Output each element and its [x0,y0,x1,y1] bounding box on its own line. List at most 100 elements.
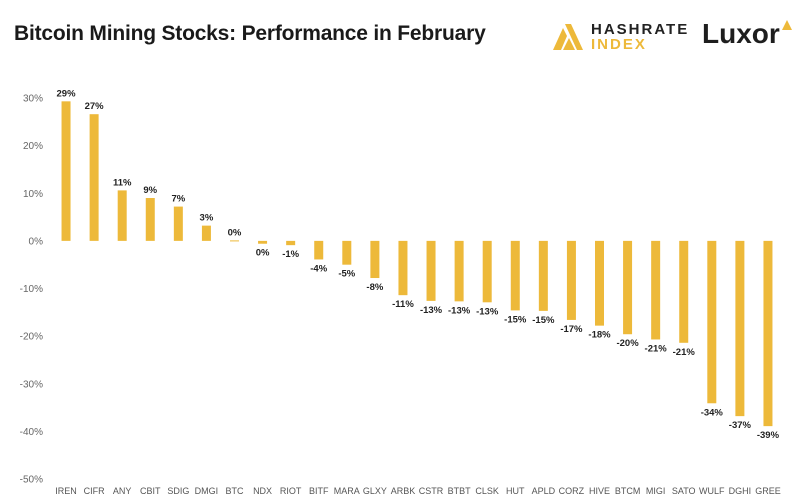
x-axis-categories: IREN CIFR ANY CBIT SDIG DMGI BTC NDX RIOT BITF MAR… [55,486,780,496]
data-label-iren: 29% [57,88,77,99]
bar-btbt [454,240,464,302]
x-tick-label-cbit: CBIT [140,486,161,496]
data-label-dmgi: 3% [200,213,214,224]
y-tick-label: -40% [20,427,43,438]
x-tick-label-hive: HIVE [589,486,610,496]
data-label-corz: -17% [560,324,583,335]
data-label-hive: -18% [588,330,611,341]
x-tick-label-sdig: SDIG [167,486,189,496]
y-tick-label: -10% [20,284,43,295]
x-tick-label-arbk: ARBK [391,486,416,496]
x-tick-label-hut: HUT [506,486,525,496]
bar-cstr [426,240,436,301]
x-tick-label-dmgi: DMGI [195,486,219,496]
x-tick-label-gree: GREE [755,486,781,496]
x-tick-label-dghi: DGHI [729,486,752,496]
data-label-gree: -39% [757,430,780,441]
x-tick-label-cifr: CIFR [84,486,105,496]
y-tick-label: 10% [23,189,43,200]
bar-dghi [735,240,745,417]
data-labels: 29%27%11%9%7%3%0%0% -1%-4% -5%-8%-11%-13% -… [57,88,780,441]
bar-corz [566,240,576,320]
x-tick-label-riot: RIOT [280,486,302,496]
data-label-clsk: -13% [476,306,499,317]
page-title: Bitcoin Mining Stocks: Performance in Fe… [14,22,486,45]
bar-migi [651,240,661,340]
x-tick-label-mara: MARA [334,486,360,496]
x-tick-label-btbt: BTBT [448,486,472,496]
bar-btcm [623,240,633,335]
data-label-sato: -21% [673,347,696,358]
bar-iren [61,101,71,241]
hashrate-logo-icon [553,24,583,50]
x-tick-label-btc: BTC [226,486,245,496]
bar-bitf [314,240,324,260]
data-label-ndx: 0% [256,248,270,259]
bar-cifr [89,114,99,241]
x-tick-label-any: ANY [113,486,132,496]
x-tick-label-cstr: CSTR [419,486,444,496]
data-label-apld: -15% [532,315,555,326]
x-tick-label-wulf: WULF [699,486,725,496]
luxor-logo-text: Luxor [702,18,780,49]
data-label-any: 11% [113,177,132,188]
bar-riot [286,240,296,246]
data-label-cstr: -13% [420,305,443,316]
data-label-wulf: -34% [701,407,724,418]
bar-hive [595,240,604,326]
y-tick-label: 20% [23,141,43,152]
hashrate-logo-line2: INDEX [591,36,647,53]
data-label-cbit: 9% [143,185,157,196]
data-label-arbk: -11% [392,299,414,310]
bar-gree [763,240,773,427]
x-tick-label-migi: MIGI [646,486,666,496]
bar-wulf [707,240,717,404]
bars [61,101,773,427]
bar-any [117,190,127,241]
data-label-mara: -5% [338,269,355,280]
hashrate-logo-line1: HASHRATE [591,21,690,38]
data-label-btcm: -20% [616,338,639,349]
x-tick-label-ndx: NDX [253,486,272,496]
bar-hut [510,240,520,311]
x-tick-label-apld: APLD [532,486,556,496]
data-label-cifr: 27% [85,101,105,112]
data-label-sdig: 7% [171,194,185,205]
x-tick-label-iren: IREN [55,486,77,496]
data-label-migi: -21% [645,343,668,354]
y-tick-label: 0% [29,236,44,247]
hashrate-index-logo: HASHRATE INDEX [553,22,689,52]
luxor-mark-icon [781,20,792,30]
data-label-riot: -1% [282,249,299,260]
bar-btc [230,240,239,242]
x-tick-label-glxy: GLXY [363,486,387,496]
bar-ndx [258,240,268,244]
data-label-btbt: -13% [448,305,471,316]
y-tick-label: -30% [20,379,43,390]
bar-apld [538,240,548,311]
bar-clsk [482,240,492,303]
data-label-glxy: -8% [366,282,383,293]
y-tick-label: 30% [23,94,43,105]
x-tick-label-sato: SATO [672,486,696,496]
data-label-btc: 0% [228,227,242,238]
bar-mara [342,240,352,265]
x-tick-label-corz: CORZ [559,486,585,496]
bar-glxy [370,240,380,279]
data-label-bitf: -4% [310,263,327,274]
data-label-dghi: -37% [729,420,752,431]
x-tick-label-bitf: BITF [309,486,329,496]
y-tick-label: -50% [20,475,43,486]
bar-cbit [145,198,155,241]
y-axis: 30% 20% 10% 0% -10% -20% -30% -40% -50% [20,94,43,486]
bar-dmgi [201,225,211,241]
bar-arbk [398,240,408,296]
bar-sato [679,240,689,343]
bar-sdig [173,206,183,241]
luxor-logo: Luxor [702,18,792,50]
x-tick-label-btcm: BTCM [615,486,641,496]
y-tick-label: -20% [20,332,43,343]
data-label-hut: -15% [504,314,527,325]
x-tick-label-clsk: CLSK [475,486,499,496]
